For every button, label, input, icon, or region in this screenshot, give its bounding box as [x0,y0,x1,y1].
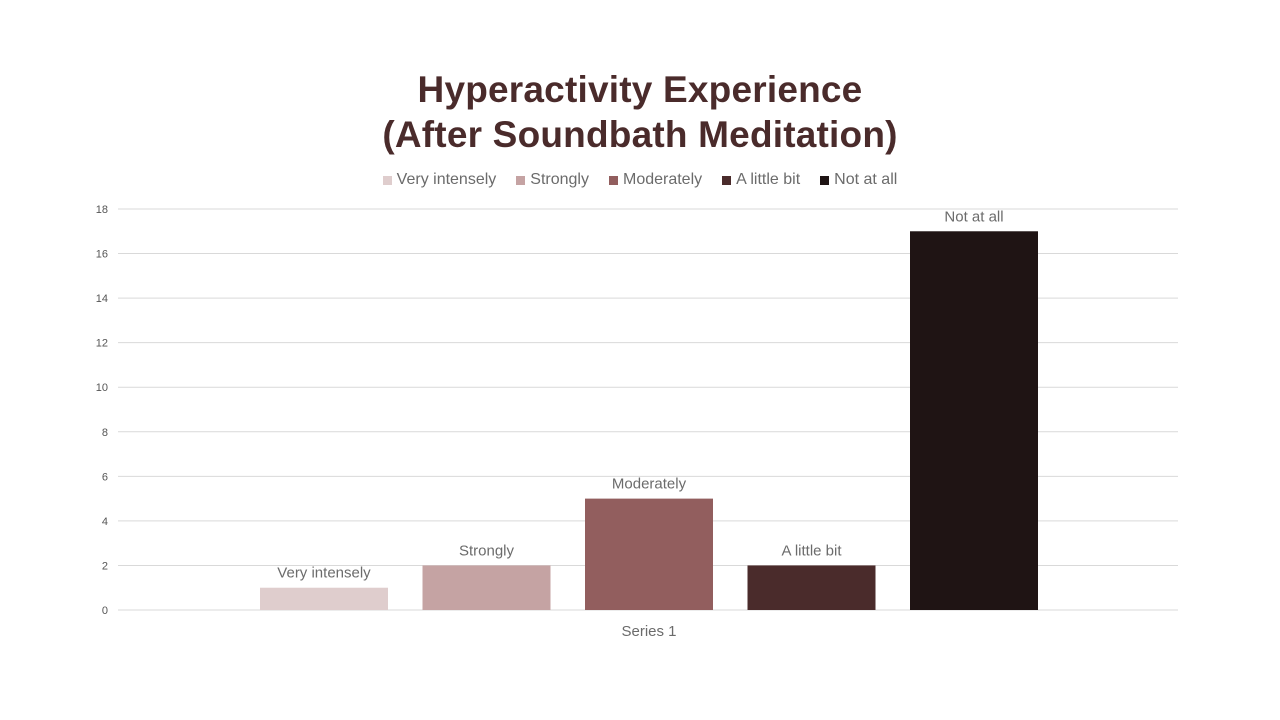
bar-strongly [422,565,551,610]
legend-label-strongly: Strongly [530,171,589,188]
data-label-not-at-all: Not at all [944,208,1003,225]
x-category-label: Series 1 [621,623,676,640]
data-label-a-little-bit: A little bit [781,542,842,559]
y-tick-label-0: 0 [102,605,108,617]
y-tick-label-8: 8 [102,427,108,439]
y-tick-label-10: 10 [96,382,108,394]
bar-a-little-bit [747,565,876,610]
legend-swatch-moderately [608,175,618,185]
chart-title-line-2: (After Soundbath Meditation) [382,114,898,155]
legend-item-moderately: Moderately [608,169,703,191]
y-tick-label-16: 16 [96,249,108,261]
legend-label-moderately: Moderately [622,171,703,188]
legend-label-very-intensely: Very intensely [396,171,497,188]
legend-label-not-at-all: Not at all [834,171,898,188]
chart-title-line-1: Hyperactivity Experience [417,69,863,110]
legend-item-strongly: Strongly [516,169,589,191]
bar-moderately [585,498,713,610]
y-tick-label-2: 2 [102,560,108,572]
legend-item-very-intensely: Very intensely [382,169,497,191]
y-tick-label-18: 18 [96,204,108,216]
y-tick-label-14: 14 [96,293,108,305]
y-tick-label-4: 4 [102,516,108,528]
chart-legend: Very intensely Strongly Moderately A little… [0,169,1280,191]
legend-item-not-at-all: Not at all [820,169,897,191]
legend-swatch-very-intensely [382,175,392,185]
data-label-strongly: Strongly [459,542,515,559]
y-tick-label-6: 6 [102,471,108,483]
legend-item-a-little-bit: A little bit [722,169,800,191]
legend-swatch-a-little-bit [722,175,732,185]
bar-very-intensely [260,587,388,610]
legend-swatch-not-at-all [820,175,830,185]
legend-label-a-little-bit: A little bit [736,171,801,188]
legend-swatch-strongly [516,175,526,185]
data-label-very-intensely: Very intensely [277,565,371,582]
y-tick-label-12: 12 [96,338,108,350]
bar-not-at-all [910,231,1038,610]
data-label-moderately: Moderately [612,476,687,493]
